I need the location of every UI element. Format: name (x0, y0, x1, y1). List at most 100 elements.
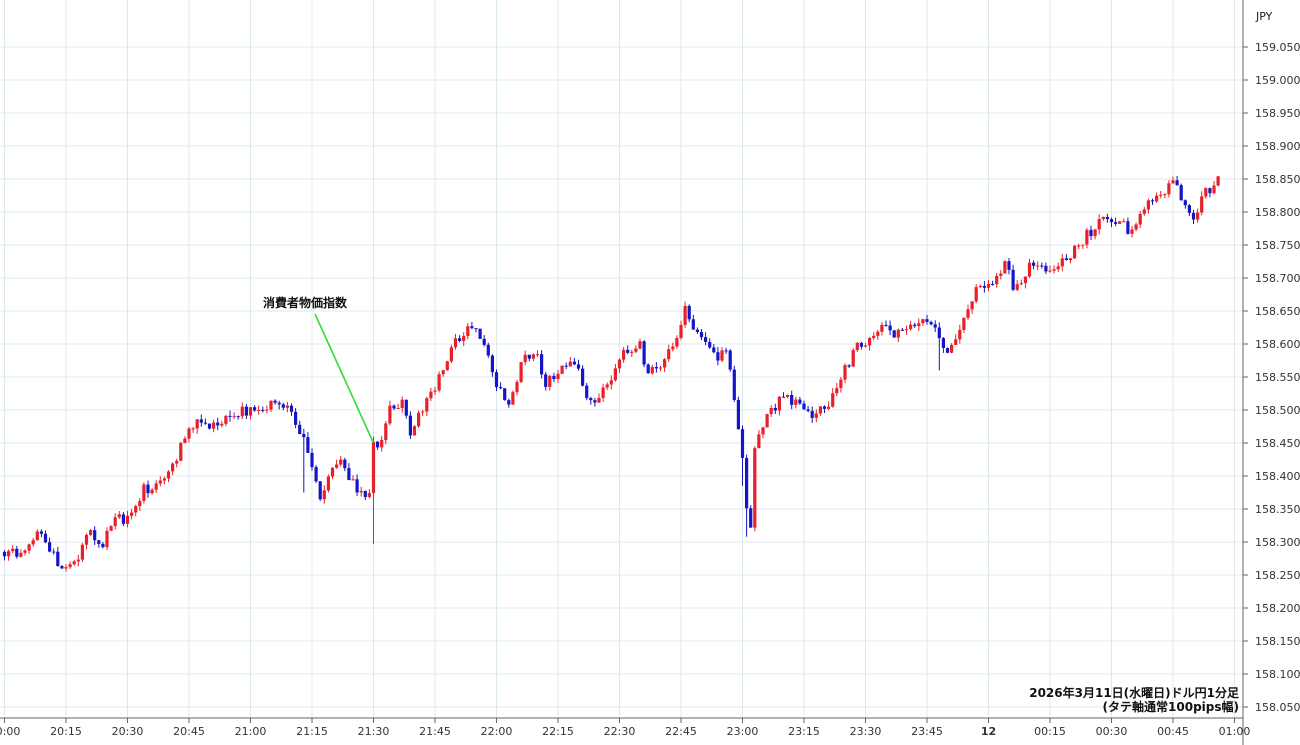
candle-body (724, 350, 728, 352)
candle (166, 470, 171, 483)
candle (453, 334, 458, 350)
candle (43, 530, 48, 544)
candle-body (753, 448, 757, 528)
candle (232, 412, 236, 420)
candle-body (347, 468, 351, 481)
candle-body (359, 490, 363, 493)
candle (806, 405, 810, 413)
candle (519, 361, 523, 384)
candle (146, 480, 150, 498)
candle-body (773, 408, 777, 411)
candle (1175, 175, 1179, 186)
candle (634, 345, 638, 354)
candle (412, 424, 417, 436)
candle-body (761, 427, 765, 435)
candle (589, 396, 593, 405)
candle-body (458, 338, 462, 341)
candle (15, 545, 19, 559)
candle (478, 328, 482, 339)
candle-body (855, 342, 859, 351)
candle-body (19, 552, 23, 557)
candle (417, 410, 421, 428)
candle (900, 327, 904, 332)
candle-body (43, 533, 48, 543)
candle (27, 543, 31, 555)
candle (687, 304, 691, 323)
candle-body (585, 385, 589, 399)
candle (1212, 180, 1216, 195)
candle-body (749, 508, 753, 528)
candle-body (265, 409, 269, 411)
candle-body (1093, 229, 1097, 237)
candle-body (326, 476, 330, 491)
candle (134, 504, 138, 517)
candle (941, 337, 945, 353)
candle (982, 281, 986, 293)
candle (880, 322, 884, 336)
candle (1044, 262, 1048, 275)
candle (909, 320, 913, 331)
candle (991, 280, 995, 286)
candle (314, 465, 318, 483)
candle (896, 328, 900, 343)
candle (207, 423, 212, 430)
candle-body (859, 342, 863, 347)
price-tick-label: 158.900 (1255, 140, 1300, 153)
candle-body (462, 335, 466, 341)
candle (753, 446, 757, 532)
candle (859, 341, 863, 350)
candle-body (974, 287, 978, 302)
candle-body (150, 489, 154, 494)
candle-body (183, 438, 187, 443)
candle (97, 539, 101, 548)
candle-body (425, 398, 429, 412)
candle-body (921, 319, 925, 324)
candle-body (212, 422, 216, 429)
candle-body (663, 359, 667, 368)
candle-body (277, 402, 281, 405)
candle-body (544, 374, 548, 387)
price-tick-label: 158.050 (1255, 701, 1300, 714)
candle-body (162, 478, 166, 481)
candle-body (1212, 185, 1216, 194)
candle (560, 365, 564, 374)
candle (425, 396, 429, 416)
candle-body (1097, 219, 1101, 230)
candle (388, 400, 392, 426)
candle-body (634, 348, 638, 352)
candle-body (289, 405, 294, 412)
candle (802, 400, 806, 410)
candle-body (941, 338, 945, 349)
candle (699, 328, 704, 341)
candle-body (195, 419, 199, 429)
candle-body (494, 372, 499, 388)
time-tick-label: 21:00 (235, 725, 267, 738)
candle (732, 365, 736, 402)
candle (654, 362, 658, 373)
candle-body (244, 406, 248, 416)
time-tick-label: 21:30 (358, 725, 390, 738)
candle-body (437, 374, 441, 391)
price-tick-label: 159.000 (1255, 74, 1300, 87)
candle-body (1118, 221, 1122, 224)
candle (724, 347, 728, 354)
candle (523, 350, 527, 366)
candle-body (445, 361, 449, 371)
candle-body (343, 459, 347, 469)
candle (683, 301, 687, 328)
candle (195, 418, 199, 434)
candle-body (720, 350, 724, 361)
time-tick-label: 22:30 (604, 725, 636, 738)
candle (273, 399, 277, 405)
candle-body (511, 392, 515, 405)
candle (306, 432, 310, 454)
candle (228, 410, 232, 422)
time-axis: 20:00 20:15 20:30 20:45 21:00 21:15 21:30 21:45… (0, 718, 1250, 738)
candle-body (72, 561, 76, 565)
candle (433, 386, 437, 395)
candle-body (1052, 269, 1056, 271)
candle-body (113, 517, 117, 527)
candle-body (39, 531, 43, 534)
candle-body (310, 452, 314, 468)
candle (89, 528, 93, 537)
